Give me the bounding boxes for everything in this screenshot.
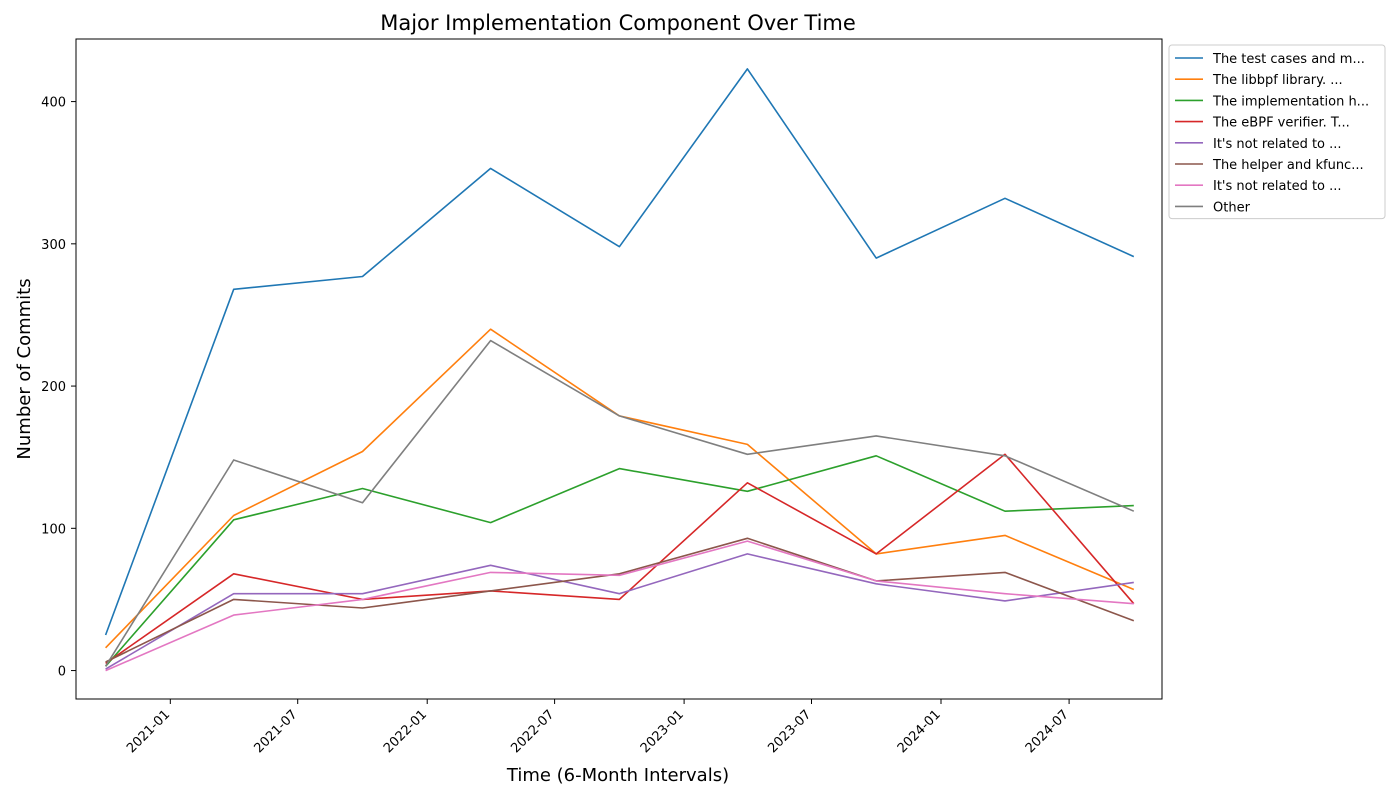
y-tick-label: 100 xyxy=(41,522,66,537)
x-axis-label: Time (6-Month Intervals) xyxy=(506,765,729,786)
legend-label: The eBPF verifier. T... xyxy=(1212,116,1350,131)
y-tick-label: 400 xyxy=(41,96,66,111)
legend: The test cases and m... The libbpf librar… xyxy=(1168,44,1386,220)
legend-box xyxy=(1168,44,1386,220)
series-line-8 xyxy=(104,339,1135,667)
y-tick-label: 200 xyxy=(41,380,66,395)
x-tick-label: 2023-01 xyxy=(638,707,687,756)
legend-label: The test cases and m... xyxy=(1212,52,1365,67)
legend-label: The helper and kfunc... xyxy=(1212,158,1364,173)
x-tick-label: 2022-07 xyxy=(508,707,557,756)
legend-label: Other xyxy=(1213,200,1251,215)
series-line-4 xyxy=(105,453,1135,665)
chart-title: Major Implementation Component Over Time xyxy=(380,11,856,35)
legend-label: It's not related to ... xyxy=(1213,179,1342,194)
series-line-1 xyxy=(104,68,1135,636)
y-tick-label: 0 xyxy=(58,665,66,680)
series-line-5 xyxy=(105,553,1134,670)
x-tick-label: 2022-01 xyxy=(381,707,430,756)
x-tick-label: 2021-07 xyxy=(252,707,301,756)
x-tick-label: 2023-07 xyxy=(765,707,814,756)
y-axis-label: Number of Commits xyxy=(14,278,35,459)
x-tick-label: 2021-01 xyxy=(124,707,173,756)
plot-frame xyxy=(75,38,1163,700)
x-tick-label: 2024-01 xyxy=(895,707,944,756)
legend-label: It's not related to ... xyxy=(1213,137,1342,152)
legend-label: The libbpf library. ... xyxy=(1212,73,1343,88)
legend-label: The implementation h... xyxy=(1212,94,1369,109)
plot-area: 2021-01 2021-07 2022-01 2022-07 2023-01 2023-… xyxy=(41,68,1135,756)
series-line-6 xyxy=(105,537,1135,663)
series-line-3 xyxy=(104,454,1134,667)
x-tick-label: 2024-07 xyxy=(1023,707,1072,756)
y-tick-label: 300 xyxy=(41,238,66,253)
series-line-7 xyxy=(105,540,1134,672)
